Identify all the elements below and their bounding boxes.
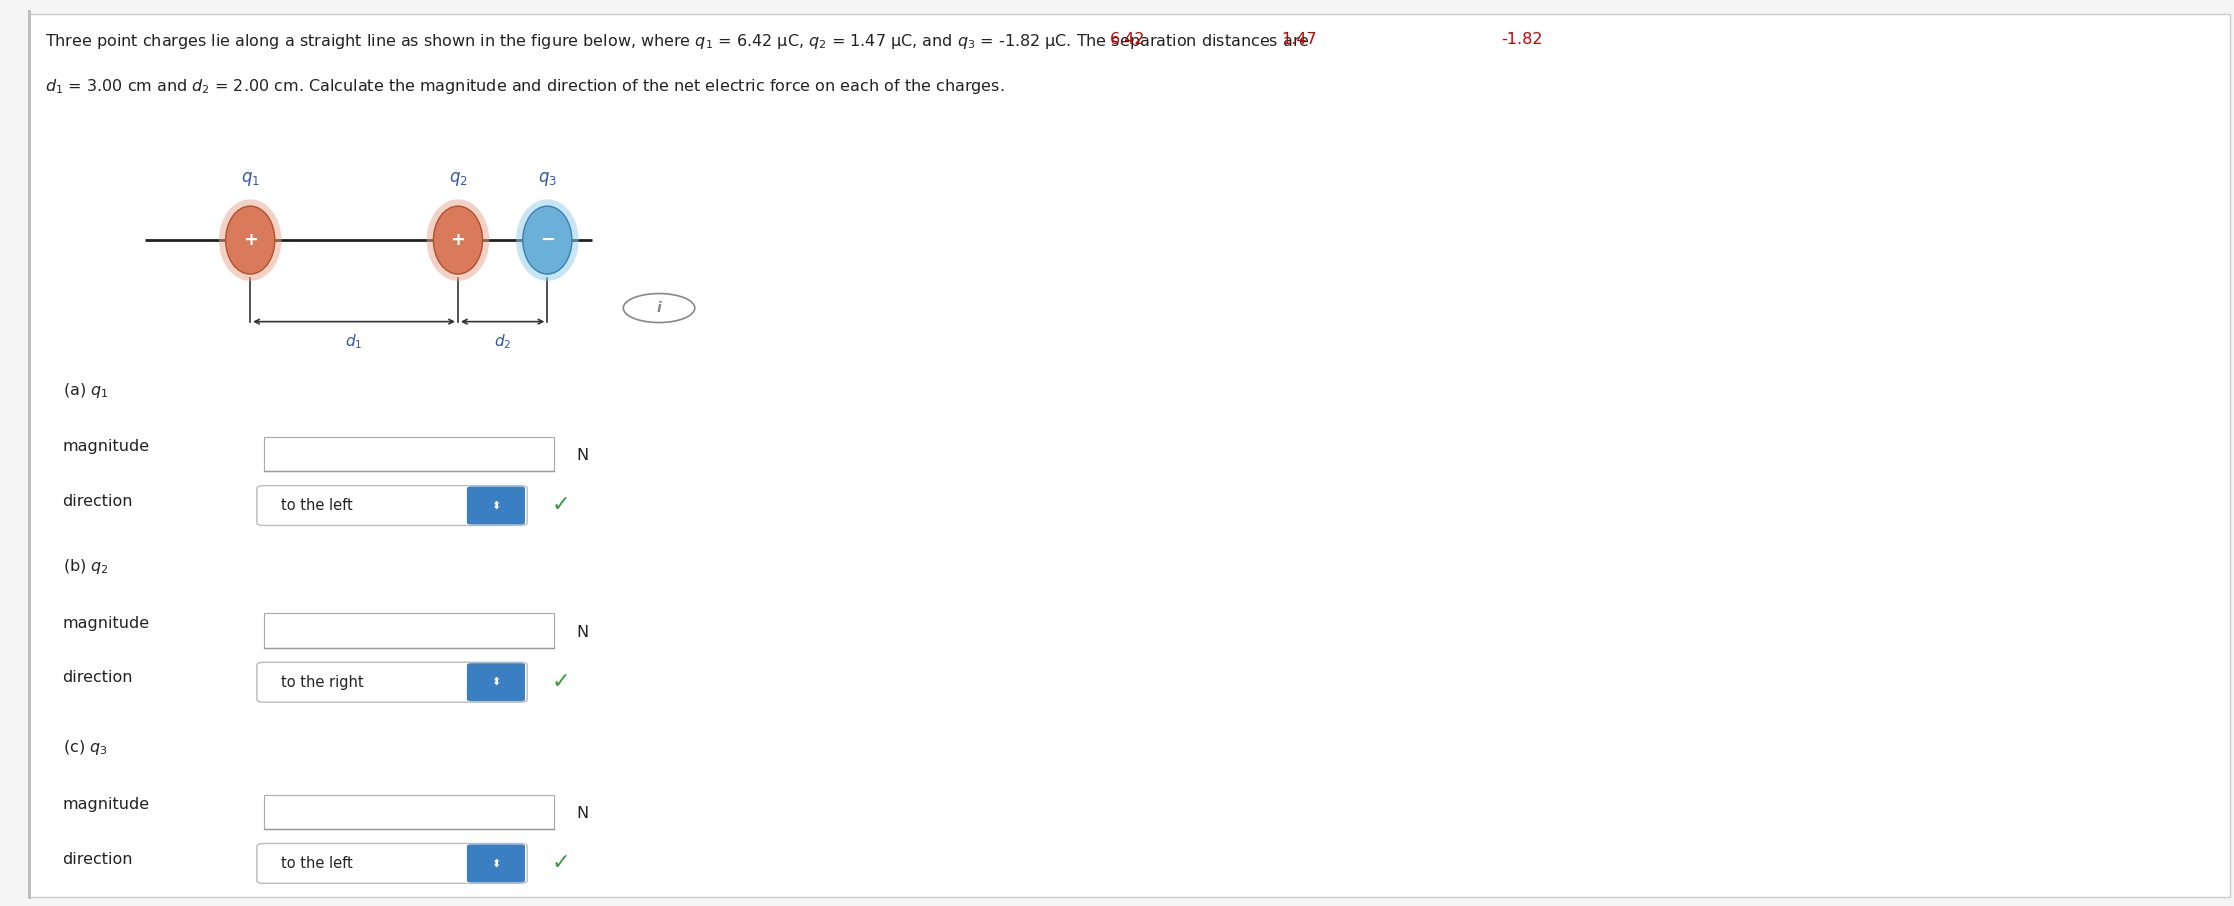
Text: to the left: to the left [281,856,353,871]
Text: N: N [576,806,588,822]
Text: +: + [451,231,465,249]
Ellipse shape [427,199,489,281]
Text: (c) $q_3$: (c) $q_3$ [63,738,107,757]
Text: −: − [541,231,554,249]
Text: $d_2$: $d_2$ [494,333,512,352]
FancyBboxPatch shape [264,437,554,471]
Text: ✓: ✓ [552,853,570,873]
Text: ✓: ✓ [552,672,570,692]
FancyBboxPatch shape [257,843,527,883]
Text: direction: direction [63,670,134,686]
FancyBboxPatch shape [467,663,525,701]
Text: ⬍: ⬍ [491,858,500,869]
Text: $d_1$ = 3.00 cm and $d_2$ = 2.00 cm. Calculate the magnitude and direction of th: $d_1$ = 3.00 cm and $d_2$ = 2.00 cm. Cal… [45,77,1003,96]
Text: 1.47: 1.47 [1280,32,1316,47]
Text: i: i [657,301,661,315]
Ellipse shape [433,206,483,275]
FancyBboxPatch shape [467,487,525,525]
Text: direction: direction [63,494,134,509]
FancyBboxPatch shape [264,795,554,829]
Text: to the right: to the right [281,675,364,689]
FancyBboxPatch shape [257,662,527,702]
Text: magnitude: magnitude [63,616,150,631]
Text: ✓: ✓ [552,496,570,516]
Text: N: N [576,448,588,464]
Text: direction: direction [63,852,134,867]
Text: $q_3$: $q_3$ [538,169,556,188]
Text: $q_2$: $q_2$ [449,169,467,188]
FancyBboxPatch shape [29,14,2230,897]
Text: N: N [576,625,588,641]
Text: 6.42: 6.42 [1110,32,1146,47]
Text: (a) $q_1$: (a) $q_1$ [63,381,107,400]
Text: Three point charges lie along a straight line as shown in the figure below, wher: Three point charges lie along a straight… [45,32,1309,51]
Text: ⬍: ⬍ [491,677,500,688]
Text: (b) $q_2$: (b) $q_2$ [63,557,109,576]
Ellipse shape [516,199,579,281]
Text: +: + [244,231,257,249]
Text: magnitude: magnitude [63,439,150,455]
Text: to the left: to the left [281,498,353,513]
Ellipse shape [523,206,572,275]
FancyBboxPatch shape [257,486,527,525]
Circle shape [623,294,695,323]
Text: magnitude: magnitude [63,797,150,813]
Text: $q_1$: $q_1$ [241,169,259,188]
Ellipse shape [226,206,275,275]
FancyBboxPatch shape [467,844,525,882]
Text: $d_1$: $d_1$ [346,333,362,352]
FancyBboxPatch shape [264,613,554,648]
Text: ⬍: ⬍ [491,500,500,511]
Ellipse shape [219,199,281,281]
Text: -1.82: -1.82 [1501,32,1544,47]
